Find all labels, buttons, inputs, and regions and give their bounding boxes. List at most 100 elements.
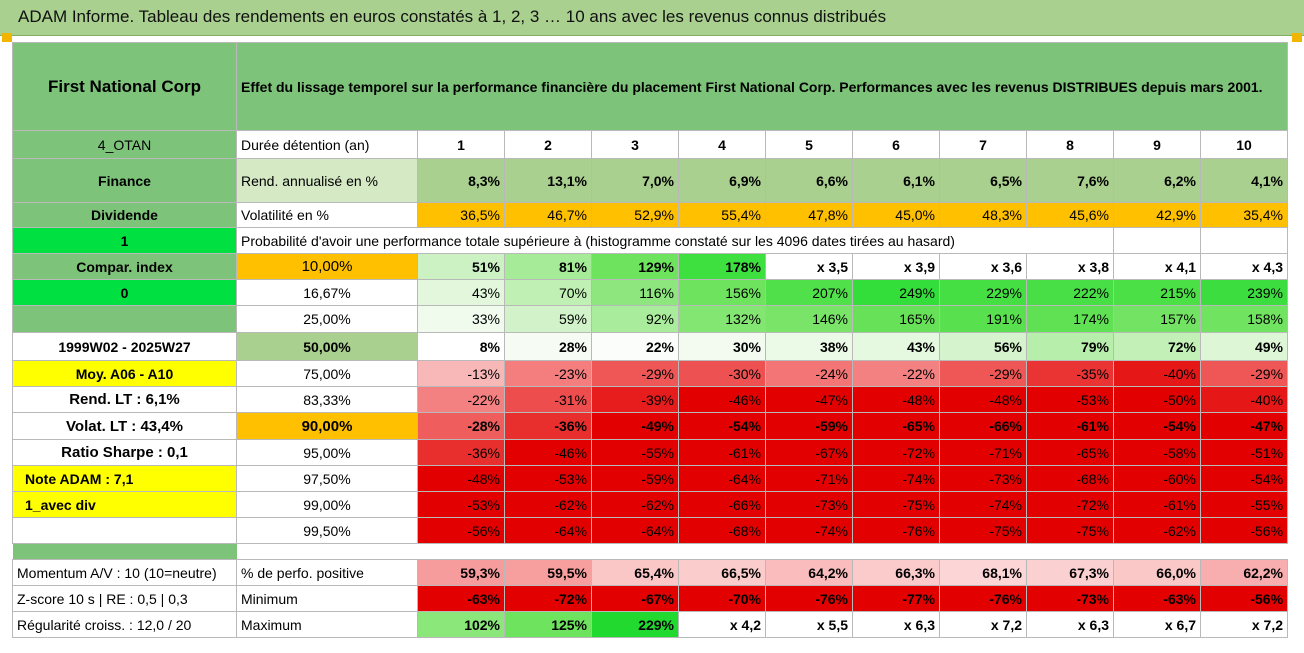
prob-cell: -76% <box>852 517 940 544</box>
stat-cell: -76% <box>765 585 853 612</box>
prob-cell: 174% <box>1026 305 1114 333</box>
prob-cell: x 3,6 <box>939 253 1027 280</box>
prob-cell: -56% <box>417 517 505 544</box>
sector-label: Finance <box>12 158 237 203</box>
prob-cell: 191% <box>939 305 1027 333</box>
prob-cell: -40% <box>1199 386 1289 413</box>
description-header: Effet du lissage temporel sur la perform… <box>235 42 1289 131</box>
prob-cell: 222% <box>1026 279 1114 306</box>
stat-cell: 65,4% <box>591 559 679 586</box>
stat-cell: -73% <box>1026 585 1114 612</box>
proba-caption: Probabilité d'avoir une performance tota… <box>236 227 1114 254</box>
stat-cell: -77% <box>852 585 940 612</box>
prob-cell: -30% <box>678 360 766 387</box>
prob-cell: x 3,5 <box>765 253 853 280</box>
stat-cell: 67,3% <box>1026 559 1114 586</box>
prob-cell: 33% <box>417 305 505 333</box>
prob-cell: 165% <box>852 305 940 333</box>
year-header: 7 <box>939 130 1027 159</box>
prob-cell: -55% <box>591 439 679 466</box>
prob-cell: -50% <box>1113 386 1201 413</box>
vol-value: 36,5% <box>417 202 505 228</box>
prob-cell: -72% <box>1026 491 1114 518</box>
stat-cell: x 4,2 <box>678 611 766 638</box>
prob-cell: -22% <box>852 360 940 387</box>
returns-table: First National Corp Effet du lissage tem… <box>12 42 1289 638</box>
one-label: 1 <box>12 227 237 254</box>
stat-cell: x 6,7 <box>1113 611 1201 638</box>
vol-value: 45,0% <box>852 202 940 228</box>
rend-value: 7,0% <box>591 158 679 203</box>
year-header: 5 <box>765 130 853 159</box>
prob-cell: -47% <box>1199 412 1289 440</box>
prob-cell: x 3,9 <box>852 253 940 280</box>
prob-cell: -74% <box>852 465 940 492</box>
quantile-label: 95,00% <box>236 439 418 466</box>
prob-cell: -31% <box>504 386 592 413</box>
stat-cell: 59,3% <box>417 559 505 586</box>
period-label: 1999W02 - 2025W27 <box>12 332 237 361</box>
stat-cell: -56% <box>1199 585 1289 612</box>
prob-cell: -62% <box>1113 517 1201 544</box>
prob-cell: 229% <box>939 279 1027 306</box>
prob-cell: 38% <box>765 332 853 361</box>
stat-cell: x 6,3 <box>1026 611 1114 638</box>
rend-lt-label: Rend. LT : 6,1% <box>12 386 237 413</box>
left-marker <box>2 33 12 42</box>
perfo-label: % de perfo. positive <box>236 559 418 586</box>
prob-cell: -53% <box>417 491 505 518</box>
vol-label: Volatilité en % <box>236 202 418 228</box>
rend-value: 6,5% <box>939 158 1027 203</box>
prob-cell: -72% <box>852 439 940 466</box>
prob-cell: 116% <box>591 279 679 306</box>
stat-cell: -72% <box>504 585 592 612</box>
prob-cell: 156% <box>678 279 766 306</box>
prob-cell: 8% <box>417 332 505 361</box>
prob-cell: -65% <box>1026 439 1114 466</box>
prob-cell: -55% <box>1199 491 1289 518</box>
prob-cell: 59% <box>504 305 592 333</box>
empty-cell <box>1199 227 1289 254</box>
year-header: 1 <box>417 130 505 159</box>
stat-cell: x 7,2 <box>1199 611 1289 638</box>
year-header: 2 <box>504 130 592 159</box>
prob-cell: -29% <box>1199 360 1289 387</box>
quantile-label: 83,33% <box>236 386 418 413</box>
prob-cell: 207% <box>765 279 853 306</box>
prob-cell: -29% <box>591 360 679 387</box>
avec-div-label: 1_avec div <box>12 491 237 518</box>
right-marker <box>1292 33 1302 42</box>
stat-cell: 125% <box>504 611 592 638</box>
report-title: ADAM Informe. Tableau des rendements en … <box>18 7 887 26</box>
stat-cell: x 5,5 <box>765 611 853 638</box>
prob-cell: -48% <box>852 386 940 413</box>
stat-cell: -63% <box>1113 585 1201 612</box>
momentum-label: Momentum A/V : 10 (10=neutre) <box>12 559 237 586</box>
quantile-label: 75,00% <box>236 360 418 387</box>
prob-cell: -74% <box>939 491 1027 518</box>
prob-cell: 157% <box>1113 305 1201 333</box>
compar-label: Compar. index <box>12 253 237 280</box>
spacer-row <box>236 543 1288 560</box>
quantile-label: 16,67% <box>236 279 418 306</box>
stat-cell: 229% <box>591 611 679 638</box>
prob-cell: 158% <box>1199 305 1289 333</box>
rend-value: 6,9% <box>678 158 766 203</box>
prob-cell: -75% <box>939 517 1027 544</box>
prob-cell: -48% <box>417 465 505 492</box>
empty-cell <box>12 517 237 544</box>
max-label: Maximum <box>236 611 418 638</box>
prob-cell: 51% <box>417 253 505 280</box>
green-spacer <box>12 305 237 333</box>
prob-cell: -68% <box>1026 465 1114 492</box>
empty-cell <box>1113 227 1201 254</box>
sharpe-label: Ratio Sharpe : 0,1 <box>12 439 237 466</box>
year-header: 4 <box>678 130 766 159</box>
vol-value: 47,8% <box>765 202 853 228</box>
prob-cell: 72% <box>1113 332 1201 361</box>
stat-cell: -67% <box>591 585 679 612</box>
prob-cell: 249% <box>852 279 940 306</box>
prob-cell: -64% <box>678 465 766 492</box>
prob-cell: -46% <box>678 386 766 413</box>
dividend-label: Dividende <box>12 202 237 228</box>
